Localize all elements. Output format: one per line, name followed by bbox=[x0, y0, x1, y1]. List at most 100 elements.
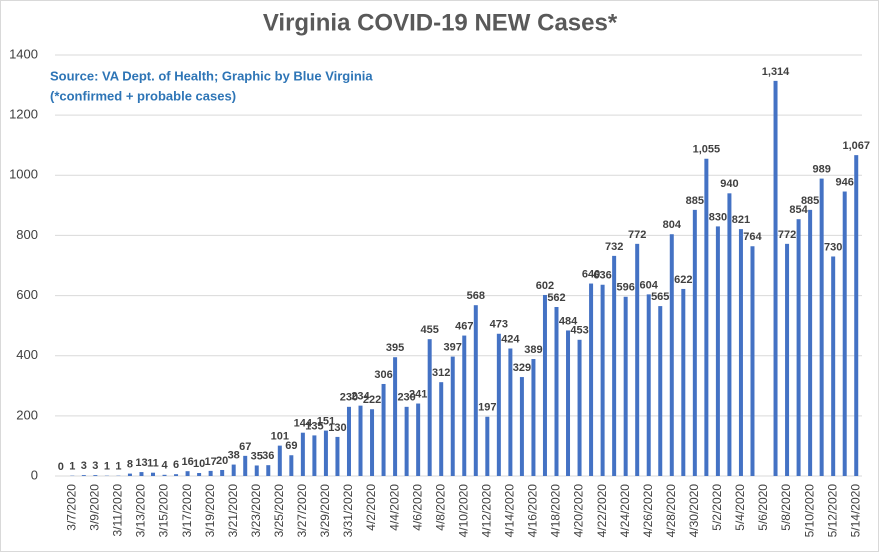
bar bbox=[127, 473, 132, 476]
value-label: 885 bbox=[801, 195, 819, 207]
value-label: 389 bbox=[524, 344, 542, 356]
x-tick-label: 5/4/2020 bbox=[733, 484, 747, 531]
bar bbox=[842, 191, 847, 476]
value-label: 230 bbox=[340, 392, 358, 404]
bar bbox=[208, 470, 213, 476]
value-label: 946 bbox=[836, 176, 854, 188]
y-tick-label: 1000 bbox=[9, 167, 38, 182]
x-tick-label: 5/10/2020 bbox=[802, 484, 816, 538]
value-label: 17 bbox=[205, 456, 217, 468]
bar bbox=[335, 436, 340, 476]
x-tick-label: 3/25/2020 bbox=[272, 484, 286, 538]
value-label: 101 bbox=[271, 431, 289, 443]
x-tick-label: 4/24/2020 bbox=[618, 484, 632, 538]
value-label: 13 bbox=[135, 457, 147, 469]
bar bbox=[473, 305, 478, 476]
bar bbox=[346, 406, 351, 476]
x-tick-label: 4/14/2020 bbox=[503, 484, 517, 538]
value-label: 135 bbox=[305, 420, 323, 432]
value-label: 20 bbox=[216, 455, 228, 467]
bar bbox=[266, 465, 271, 476]
bar bbox=[289, 455, 294, 476]
x-tick-label: 4/12/2020 bbox=[479, 484, 493, 538]
y-tick-label: 1400 bbox=[9, 46, 38, 61]
value-label: 130 bbox=[328, 422, 346, 434]
bar bbox=[416, 403, 421, 476]
bar bbox=[542, 294, 547, 476]
value-label: 306 bbox=[374, 369, 392, 381]
bar bbox=[623, 296, 628, 476]
bar bbox=[450, 356, 455, 476]
annotation: Source: VA Dept. of Health; Graphic by B… bbox=[50, 68, 373, 83]
x-tick-label: 3/13/2020 bbox=[134, 484, 148, 538]
bar bbox=[669, 234, 674, 476]
value-label: 636 bbox=[593, 270, 611, 282]
bar bbox=[427, 339, 432, 476]
value-label: 11 bbox=[147, 458, 159, 470]
bar bbox=[150, 472, 155, 476]
value-label: 329 bbox=[513, 362, 531, 374]
bar bbox=[796, 219, 801, 476]
y-tick-label: 600 bbox=[16, 287, 38, 302]
value-label: 144 bbox=[294, 418, 313, 430]
value-label: 8 bbox=[127, 459, 133, 471]
value-label: 453 bbox=[570, 325, 588, 337]
bar bbox=[220, 469, 225, 476]
bar bbox=[185, 471, 190, 476]
bar bbox=[162, 474, 167, 476]
value-label: 16 bbox=[181, 456, 193, 468]
value-label: 562 bbox=[547, 292, 565, 304]
bar bbox=[681, 288, 686, 476]
value-label: 234 bbox=[351, 391, 370, 403]
bar bbox=[231, 464, 236, 476]
x-tick-label: 3/19/2020 bbox=[203, 484, 217, 538]
value-label: 622 bbox=[674, 274, 692, 286]
chart-title: Virginia COVID-19 NEW Cases* bbox=[263, 9, 618, 36]
value-label: 484 bbox=[559, 315, 578, 327]
value-label: 568 bbox=[467, 290, 485, 302]
value-label: 804 bbox=[663, 219, 682, 231]
value-label: 596 bbox=[616, 282, 634, 294]
bar bbox=[738, 229, 743, 476]
y-tick-label: 200 bbox=[16, 407, 38, 422]
value-label: 885 bbox=[686, 195, 704, 207]
value-label: 197 bbox=[478, 402, 496, 414]
bar bbox=[485, 416, 490, 476]
x-tick-label: 3/15/2020 bbox=[157, 484, 171, 538]
bar bbox=[300, 432, 305, 476]
bar bbox=[554, 306, 559, 476]
value-label: 3 bbox=[81, 460, 87, 472]
bar bbox=[831, 256, 836, 476]
x-tick-label: 4/30/2020 bbox=[687, 484, 701, 538]
value-label: 222 bbox=[363, 394, 381, 406]
bar bbox=[439, 382, 444, 476]
value-label: 312 bbox=[432, 367, 450, 379]
bar bbox=[727, 193, 732, 477]
bar bbox=[635, 243, 640, 476]
value-label: 764 bbox=[743, 231, 762, 243]
x-tick-label: 3/11/2020 bbox=[111, 484, 125, 537]
bar bbox=[277, 445, 282, 476]
x-tick-label: 4/16/2020 bbox=[526, 484, 540, 538]
bar bbox=[658, 306, 663, 476]
bar bbox=[197, 472, 202, 476]
x-tick-label: 3/31/2020 bbox=[341, 484, 355, 538]
value-label: 0 bbox=[58, 461, 64, 473]
x-tick-label: 3/17/2020 bbox=[180, 484, 194, 538]
bar bbox=[312, 435, 317, 476]
x-tick-label: 4/18/2020 bbox=[549, 484, 563, 538]
value-label: 473 bbox=[490, 319, 508, 331]
value-label: 772 bbox=[628, 229, 646, 241]
x-tick-label: 4/4/2020 bbox=[387, 484, 401, 531]
bar bbox=[174, 474, 179, 476]
value-label: 38 bbox=[228, 449, 240, 461]
bar bbox=[854, 155, 859, 476]
value-label: 397 bbox=[444, 342, 462, 354]
x-tick-label: 3/27/2020 bbox=[295, 484, 309, 538]
value-label: 602 bbox=[536, 280, 554, 292]
value-label: 1 bbox=[115, 461, 121, 473]
bar bbox=[704, 158, 709, 476]
value-label: 35 bbox=[251, 450, 263, 462]
value-label: 10 bbox=[193, 458, 205, 470]
